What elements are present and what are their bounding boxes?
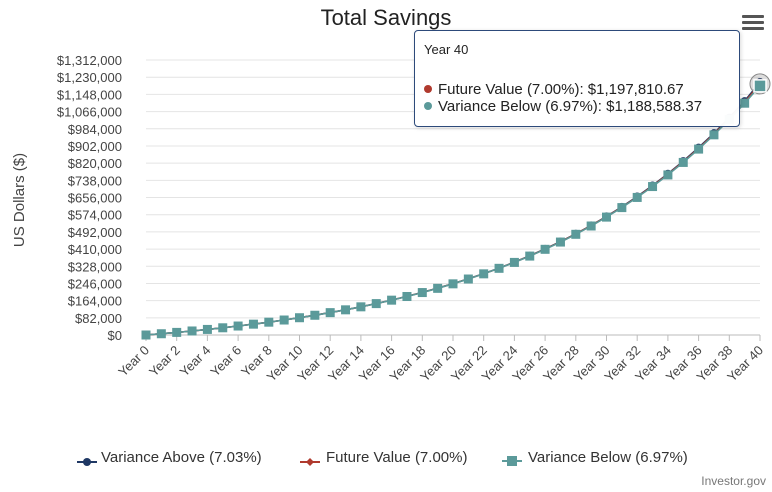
- data-point-square[interactable]: [663, 170, 673, 180]
- data-point-square[interactable]: [525, 251, 535, 261]
- y-tick-label: $1,066,000: [57, 105, 122, 120]
- data-point-square[interactable]: [341, 305, 351, 315]
- data-point-square[interactable]: [264, 317, 274, 327]
- data-point-square[interactable]: [387, 295, 397, 305]
- hover-point-variance-below[interactable]: [753, 79, 767, 93]
- data-point-square[interactable]: [632, 192, 642, 202]
- y-tick-label: $656,000: [68, 191, 122, 206]
- data-point-square[interactable]: [156, 329, 166, 339]
- data-point-square[interactable]: [202, 324, 212, 334]
- y-axis-ticks: $0 $82,000 $164,000 $246,000 $328,000 $410,00…: [57, 53, 122, 343]
- data-point-square[interactable]: [648, 182, 658, 192]
- x-tick-label: Year 4: [177, 343, 214, 380]
- chart-title: Total Savings: [321, 5, 452, 30]
- y-tick-label: $738,000: [68, 173, 122, 188]
- tooltip: Year 40 Future Value (7.00%): $1,197,810…: [414, 30, 740, 127]
- y-tick-label: $1,148,000: [57, 87, 122, 102]
- series-plot[interactable]: [141, 73, 771, 340]
- data-point-square[interactable]: [540, 244, 550, 254]
- data-point-square[interactable]: [233, 321, 243, 331]
- data-point-square[interactable]: [356, 302, 366, 312]
- data-point-square[interactable]: [494, 263, 504, 273]
- data-point-square[interactable]: [740, 98, 750, 108]
- data-point-square[interactable]: [463, 274, 473, 284]
- y-tick-label: $164,000: [68, 294, 122, 309]
- x-tick-label: Year 6: [207, 343, 244, 380]
- data-point-square[interactable]: [555, 237, 565, 247]
- data-point-square[interactable]: [279, 315, 289, 325]
- x-tick-label: Year 2: [146, 343, 183, 380]
- data-point-square[interactable]: [141, 330, 151, 340]
- data-point-square[interactable]: [172, 327, 182, 337]
- y-tick-label: $902,000: [68, 139, 122, 154]
- data-point-square[interactable]: [586, 221, 596, 231]
- data-point-square[interactable]: [602, 212, 611, 222]
- data-point-square[interactable]: [433, 283, 443, 293]
- hamburger-menu-icon[interactable]: [740, 12, 766, 34]
- tooltip-row-variance-below: Variance Below (6.97%): $1,188,588.37: [424, 98, 702, 115]
- y-tick-label: $1,312,000: [57, 53, 122, 68]
- future-value-dot-icon: [424, 85, 432, 93]
- data-point-square[interactable]: [678, 157, 688, 167]
- data-point-square[interactable]: [310, 310, 320, 320]
- y-tick-label: $410,000: [68, 242, 122, 257]
- y-axis-label: US Dollars ($): [11, 153, 28, 247]
- credit-link[interactable]: Investor.gov: [701, 474, 766, 488]
- data-point-square[interactable]: [617, 203, 627, 213]
- tooltip-row-future-value: Future Value (7.00%): $1,197,810.67: [424, 81, 684, 98]
- y-tick-label: $246,000: [68, 276, 122, 291]
- y-tick-label: $574,000: [68, 208, 122, 223]
- data-point-square[interactable]: [694, 144, 704, 154]
- tooltip-title: Year 40: [424, 42, 469, 57]
- circle-marker-icon: [77, 458, 97, 466]
- y-tick-label: $82,000: [75, 311, 122, 326]
- y-tick-label: $820,000: [68, 156, 122, 171]
- data-point-square[interactable]: [371, 299, 381, 309]
- data-point-square[interactable]: [187, 326, 197, 336]
- y-tick-label: $0: [108, 328, 122, 343]
- data-point-square[interactable]: [571, 229, 581, 239]
- legend: Variance Above (7.03%) Future Value (7.0…: [0, 447, 772, 471]
- data-point-square[interactable]: [248, 319, 258, 329]
- diamond-marker-icon: [300, 458, 320, 466]
- data-point-square[interactable]: [295, 313, 304, 323]
- data-point-square[interactable]: [218, 323, 228, 333]
- data-point-square[interactable]: [402, 291, 412, 301]
- square-marker-icon: [502, 456, 522, 466]
- data-point-square[interactable]: [325, 308, 335, 318]
- data-point-square[interactable]: [448, 279, 458, 289]
- series-2[interactable]: [141, 81, 765, 340]
- y-tick-label: $328,000: [68, 259, 122, 274]
- y-tick-label: $1,230,000: [57, 70, 122, 85]
- variance-below-dot-icon: [424, 102, 432, 110]
- data-point-square[interactable]: [479, 269, 489, 279]
- y-tick-label: $492,000: [68, 225, 122, 240]
- x-tick-label: Year 0: [115, 343, 152, 380]
- data-point-square[interactable]: [709, 130, 719, 140]
- data-point-square[interactable]: [417, 288, 427, 298]
- y-tick-label: $984,000: [68, 122, 122, 137]
- data-point-square[interactable]: [509, 257, 519, 267]
